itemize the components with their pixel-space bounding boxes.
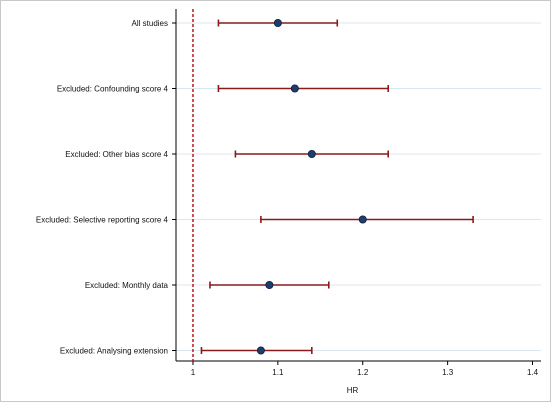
x-tick-label: 1.3 bbox=[442, 368, 454, 377]
row-label: Excluded: Other bias score 4 bbox=[65, 150, 168, 159]
row-label: Excluded: Analysing extension bbox=[60, 347, 168, 356]
x-axis-ticks: 1 1.1 1.2 1.3 1.4 bbox=[191, 361, 539, 377]
x-tick-label: 1.2 bbox=[357, 368, 369, 377]
point-estimate bbox=[307, 149, 316, 158]
point-estimate bbox=[273, 18, 282, 27]
row-label: Excluded: Selective reporting score 4 bbox=[36, 216, 169, 225]
x-axis-title: HR bbox=[347, 386, 359, 395]
forest-rows: All studies Excluded: Confounding score 4… bbox=[36, 18, 474, 356]
x-tick-label: 1 bbox=[191, 368, 196, 377]
point-estimate bbox=[265, 280, 274, 289]
x-tick-label: 1.1 bbox=[272, 368, 284, 377]
row-label: All studies bbox=[132, 19, 168, 28]
row-label: Excluded: Confounding score 4 bbox=[57, 85, 169, 94]
point-estimate bbox=[256, 346, 265, 355]
gridlines bbox=[176, 22, 541, 351]
point-estimate bbox=[290, 84, 299, 93]
row-label: Excluded: Monthly data bbox=[85, 281, 169, 290]
x-tick-label: 1.4 bbox=[527, 368, 539, 377]
point-estimate bbox=[358, 215, 367, 224]
